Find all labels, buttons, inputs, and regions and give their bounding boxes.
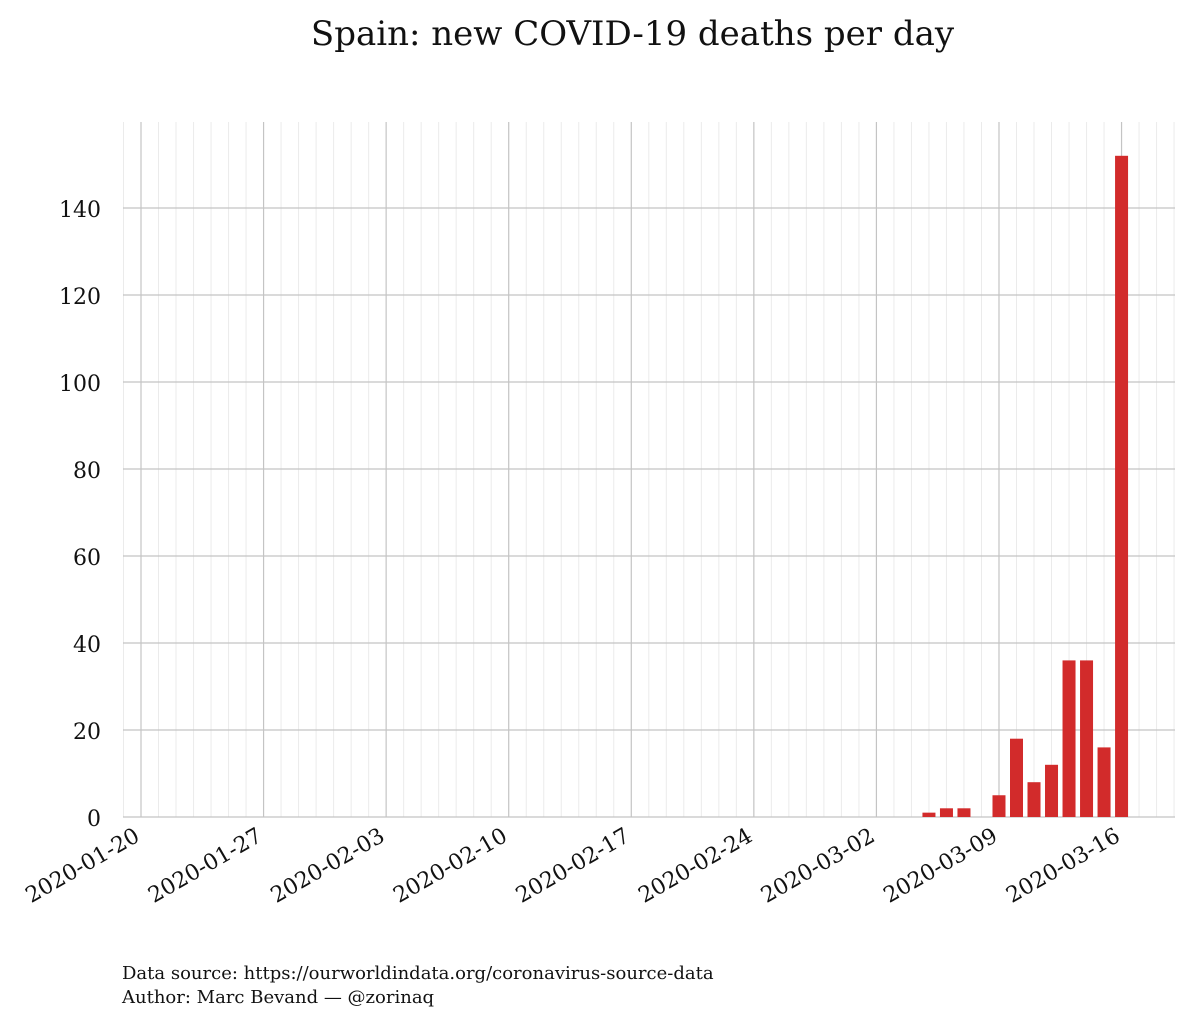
data-source-note: Data source: https://ourworldindata.org/… <box>122 963 714 984</box>
x-tick-label: 2020-03-09 <box>880 824 1002 909</box>
x-tick-label: 2020-01-20 <box>22 824 144 909</box>
y-tick-label: 0 <box>87 807 101 832</box>
x-tick-label: 2020-03-16 <box>1002 824 1124 909</box>
bar-2020-03-16 <box>1115 155 1129 818</box>
bar-2020-03-14 <box>1080 660 1094 817</box>
bar-2020-03-06 <box>939 808 953 817</box>
y-axis-ticks: 0 20 40 60 80 100 120 140 <box>59 198 101 832</box>
y-tick-label: 40 <box>73 633 101 658</box>
y-tick-label: 100 <box>59 372 101 397</box>
y-tick-label: 120 <box>59 285 101 310</box>
y-tick-label: 20 <box>73 720 101 745</box>
y-tick-label: 80 <box>73 459 101 484</box>
bar-2020-03-12 <box>1045 764 1059 817</box>
bar-2020-03-11 <box>1027 782 1041 817</box>
bar-2020-03-05 <box>922 812 936 817</box>
chart-title: Spain: new COVID-19 deaths per day <box>310 14 955 54</box>
y-tick-label: 60 <box>73 546 101 571</box>
y-tick-label: 140 <box>59 198 101 223</box>
x-tick-label: 2020-02-24 <box>635 824 757 909</box>
bar-2020-03-07 <box>957 808 971 817</box>
author-note: Author: Marc Bevand — @zorinaq <box>122 987 435 1008</box>
bar-2020-03-10 <box>1010 738 1023 817</box>
x-axis-ticks: 2020-01-20 2020-01-27 2020-02-03 2020-02-10… <box>22 824 1125 909</box>
bar-2020-03-09 <box>992 795 1006 817</box>
x-tick-label: 2020-02-10 <box>389 824 511 909</box>
x-tick-label: 2020-02-17 <box>512 824 634 909</box>
bar-2020-03-15 <box>1097 747 1111 817</box>
bars <box>922 155 1129 818</box>
bar-2020-03-13 <box>1062 660 1076 817</box>
x-tick-label: 2020-03-02 <box>757 824 879 909</box>
x-tick-label: 2020-01-27 <box>144 824 266 909</box>
x-tick-label: 2020-02-03 <box>267 824 389 909</box>
